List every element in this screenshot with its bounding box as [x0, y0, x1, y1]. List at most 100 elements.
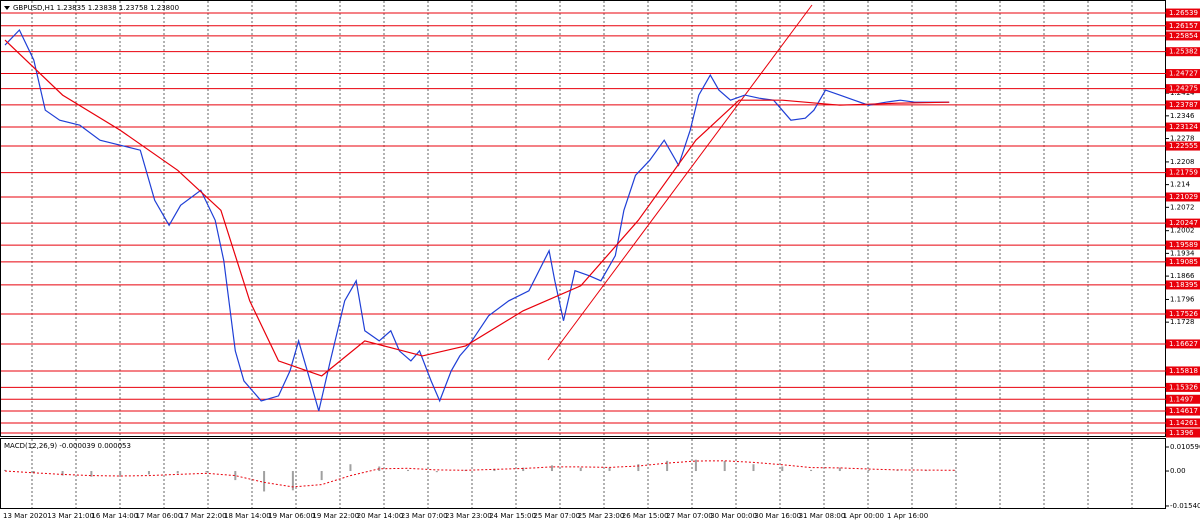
y-tick-label: 1.1866	[1170, 272, 1195, 280]
y-tick-label: 1.1728	[1170, 318, 1195, 326]
macd-bar	[176, 471, 179, 474]
y-tick-label: 1.2346	[1170, 112, 1195, 120]
level-tag	[1166, 168, 1200, 178]
x-tick-label: 19 Mar 06:00	[268, 512, 315, 520]
x-tick-label: 30 Mar 00:00	[710, 512, 757, 520]
level-tag	[1166, 8, 1200, 18]
x-tick-label: 27 Mar 07:00	[666, 512, 713, 520]
y-tick-label: 1.1934	[1170, 249, 1195, 257]
macd-bar	[435, 471, 438, 473]
level-label: 1.20247	[1169, 219, 1198, 227]
level-tag	[1166, 257, 1200, 267]
macd-bar	[119, 471, 122, 476]
y-tick-label: 1.2002	[1170, 227, 1195, 235]
main-panel	[0, 0, 1166, 437]
macd-bar	[234, 471, 237, 481]
x-tick-label: 1 Apr 16:00	[887, 512, 928, 520]
level-label: 1.19085	[1169, 258, 1198, 266]
macd-panel	[0, 438, 1166, 509]
macd-bar	[90, 471, 93, 477]
level-label: 1.17526	[1169, 310, 1198, 318]
x-tick-label: 17 Mar 06:00	[136, 512, 183, 520]
x-tick-label: 17 Mar 22:00	[180, 512, 227, 520]
level-tag	[1166, 418, 1200, 428]
level-tag	[1166, 280, 1200, 290]
macd-bar	[723, 460, 726, 472]
x-tick-label: 23 Mar 23:00	[445, 512, 492, 520]
price-line	[4, 28, 950, 412]
y-tick-label: 1.2278	[1170, 135, 1195, 143]
level-label: 1.14261	[1169, 419, 1198, 427]
macd-bar	[608, 467, 611, 472]
macd-bar	[522, 467, 525, 472]
level-label: 1.15326	[1169, 383, 1198, 391]
level-tag	[1166, 141, 1200, 151]
level-label: 1.26539	[1169, 9, 1198, 17]
level-label: 1.25382	[1169, 48, 1198, 56]
x-tick-label: 13 Mar 2020	[3, 512, 47, 520]
x-tick-label: 30 Mar 16:00	[754, 512, 801, 520]
menu-arrow	[4, 6, 10, 10]
macd-bar	[263, 471, 266, 492]
macd-bar	[666, 460, 669, 472]
level-tag	[1166, 406, 1200, 416]
level-tag	[1166, 240, 1200, 250]
x-tick-label: 26 Mar 15:00	[622, 512, 669, 520]
macd-bar	[147, 471, 150, 475]
macd-bar	[838, 467, 841, 472]
x-tick-label: 23 Mar 07:00	[401, 512, 448, 520]
x-tick-label: 25 Mar 07:00	[533, 512, 580, 520]
level-label: 1.26157	[1169, 22, 1198, 30]
level-label: 1.14617	[1169, 407, 1198, 415]
macd-bar	[896, 470, 899, 472]
level-tag	[1166, 394, 1200, 404]
macd-bar	[925, 470, 928, 472]
level-label: 1.19589	[1169, 241, 1198, 249]
x-tick-label: 13 Mar 21:00	[47, 512, 94, 520]
y-tick-label: 1.2414	[1170, 89, 1195, 97]
macd-bar	[349, 464, 352, 472]
price-line	[4, 39, 950, 377]
macd-bar	[291, 471, 294, 491]
x-tick-label: 25 Mar 23:00	[578, 512, 625, 520]
level-label: 1.16627	[1169, 340, 1198, 348]
level-tag	[1166, 84, 1200, 94]
macd-bar	[205, 471, 208, 473]
macd-bar	[752, 464, 755, 472]
level-tag	[1166, 218, 1200, 228]
level-tag	[1166, 428, 1200, 438]
level-label: 1.23124	[1169, 123, 1198, 131]
macd-bar	[550, 465, 553, 472]
level-tag	[1166, 47, 1200, 57]
y-tick-label: 1.1796	[1170, 295, 1195, 303]
level-label: 1.21029	[1169, 193, 1198, 201]
x-tick-label: 19 Mar 22:00	[312, 512, 359, 520]
x-tick-label: 18 Mar 14:00	[224, 512, 271, 520]
level-tag	[1166, 31, 1200, 41]
level-label: 1.18395	[1169, 281, 1198, 289]
level-label: 1.24275	[1169, 85, 1198, 93]
macd-y-tick-label: -0.015404	[1170, 502, 1200, 510]
macd-bar	[4, 469, 6, 472]
macd-bar	[810, 469, 813, 472]
macd-bar	[579, 467, 582, 472]
macd-bar	[61, 471, 64, 476]
level-label: 1.1396	[1169, 429, 1194, 437]
macd-bar	[637, 464, 640, 472]
level-tag	[1166, 192, 1200, 202]
level-tag	[1166, 21, 1200, 31]
level-label: 1.25854	[1169, 32, 1198, 40]
level-tag	[1166, 339, 1200, 349]
trend-line	[547, 4, 813, 361]
level-label: 1.22555	[1169, 142, 1198, 150]
level-tag	[1166, 69, 1200, 79]
macd-bar	[32, 471, 35, 474]
y-tick-label: 1.214	[1170, 181, 1191, 189]
x-tick-label: 31 Mar 08:00	[799, 512, 846, 520]
chart-title: GBPUSD,H1 1.23835 1.23838 1.23758 1.2380…	[13, 4, 179, 12]
level-label: 1.23787	[1169, 101, 1198, 109]
level-label: 1.24727	[1169, 70, 1198, 78]
x-tick-label: 1 Apr 00:00	[843, 512, 884, 520]
x-tick-label: 24 Mar 15:00	[489, 512, 536, 520]
